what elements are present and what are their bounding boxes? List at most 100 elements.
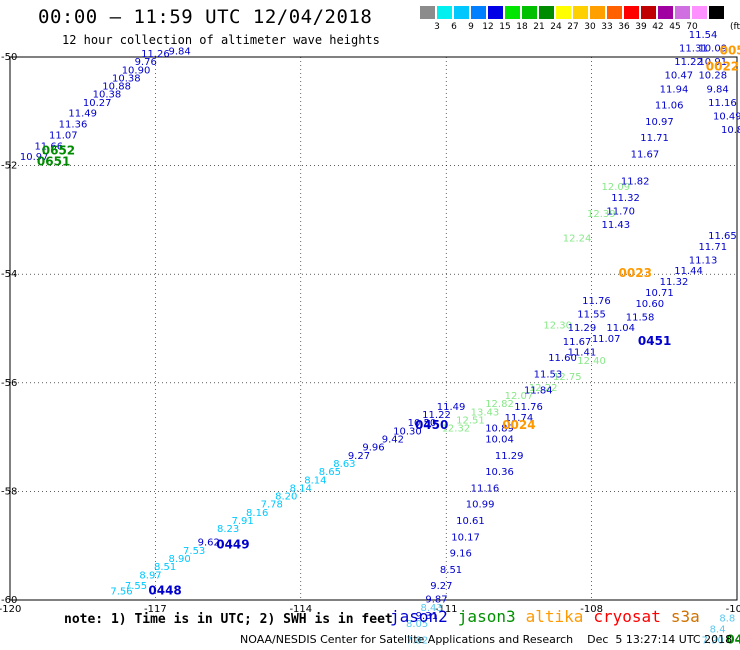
wave-height-value: 9.27: [430, 581, 452, 592]
wave-height-value: 8.51: [440, 565, 462, 576]
satellite-legend-item: cryosat: [593, 607, 661, 626]
wave-height-value: 10.61: [456, 516, 485, 527]
y-tick-label: -58: [1, 486, 17, 497]
x-tick-label: -111: [435, 604, 458, 615]
wave-height-value: 8.20: [275, 492, 297, 503]
pass-time-label: 0449: [216, 537, 249, 551]
x-tick-label: -117: [144, 604, 167, 615]
wave-height-value: 11.54: [689, 30, 718, 41]
color-scale-swatch: [658, 6, 673, 19]
wave-height-value: 11.67: [631, 149, 660, 160]
color-scale-swatch: [522, 6, 537, 19]
wave-height-value: 7.55: [125, 581, 147, 592]
chart-title: 00:00 – 11:59 UTC 12/04/2018: [38, 6, 373, 28]
wave-height-value: 10.8: [721, 125, 740, 136]
wave-height-value: 12.39: [587, 209, 616, 220]
color-scale-label: 21: [533, 22, 545, 32]
wave-height-value: 12.32: [442, 424, 471, 435]
pass-time-label: 0023: [619, 266, 652, 280]
color-scale-label: 9: [468, 22, 474, 32]
wave-height-value: 10.28: [698, 71, 727, 82]
color-scale-swatch: [471, 6, 486, 19]
wave-height-value: 11.16: [708, 98, 737, 109]
wave-height-value: 11.44: [674, 266, 703, 277]
wave-height-value: 9.87: [425, 595, 447, 606]
wave-height-value: 11.70: [606, 206, 635, 217]
pass-time-label: 0451: [638, 334, 671, 348]
wave-height-value: 11.06: [655, 101, 684, 112]
x-tick-label: -105: [726, 604, 740, 615]
wave-height-value: 8.51: [154, 562, 176, 573]
color-scale-swatch: [607, 6, 622, 19]
wave-height-value: 8.16: [246, 508, 268, 519]
color-scale-label: 3: [434, 22, 440, 32]
x-tick-label: -120: [0, 604, 21, 615]
color-scale-swatch: [539, 6, 554, 19]
wave-height-value: 9.31: [416, 611, 438, 622]
wave-height-value: 11.94: [660, 84, 689, 95]
wave-height-value: 11.29: [495, 451, 524, 462]
color-scale-label: 30: [584, 22, 596, 32]
pass-time-label: 0651: [37, 155, 70, 169]
color-scale-label: 36: [618, 22, 630, 32]
color-scale-swatch: [505, 6, 520, 19]
wave-height-value: 8.4: [710, 625, 726, 636]
color-scale-swatch: [488, 6, 503, 19]
wave-height-value: 9.96: [362, 443, 384, 454]
wave-height-value: 12.09: [602, 182, 631, 193]
color-scale-label: 18: [516, 22, 528, 32]
wave-height-value: 8.05: [406, 619, 428, 630]
wave-height-value: 11.31: [679, 44, 708, 55]
y-tick-label: -52: [1, 161, 17, 172]
wave-height-value: 10.38: [112, 73, 141, 84]
wave-height-value: 9.42: [382, 435, 404, 446]
satellite-legend: jason2 jason3 altika cryosat s3a: [390, 607, 710, 626]
wave-height-value: 7.53: [183, 546, 205, 557]
color-scale-swatch: [573, 6, 588, 19]
wave-height-value: 12.82: [485, 399, 514, 410]
wave-height-value: 11.76: [582, 296, 611, 307]
wave-height-value: 9.76: [135, 57, 157, 68]
wave-height-value: 10.91: [698, 57, 727, 68]
wave-height-value: 11.04: [606, 323, 635, 334]
color-scale-swatch: [437, 6, 452, 19]
wave-height-value: 10.88: [102, 82, 131, 93]
wave-height-value: 11.32: [660, 277, 689, 288]
note-text: note: 1) Time is in UTC; 2) SWH is in fe…: [64, 612, 393, 627]
pass-time-label: 0022: [706, 60, 739, 74]
satellite-legend-item: altika: [525, 607, 584, 626]
wave-height-value: 9.84: [169, 46, 191, 57]
wave-height-value: 10.60: [635, 299, 664, 310]
wave-height-value: 11.74: [505, 413, 534, 424]
wave-height-value: 11.58: [626, 312, 655, 323]
wave-height-value: 9.16: [450, 549, 472, 560]
y-tick-label: -54: [1, 269, 17, 280]
wave-height-value: 12.30: [543, 321, 572, 332]
wave-height-value: 9.84: [706, 84, 728, 95]
wave-height-value: 11.53: [534, 369, 563, 380]
color-scale-label: 15: [499, 22, 511, 32]
footer-credit: NOAA/NESDIS Center for Satellite Applica…: [240, 633, 733, 646]
color-scale-label: 6: [451, 22, 457, 32]
satellite-legend-item: s3a: [670, 607, 700, 626]
wave-height-value: 11.55: [577, 310, 606, 321]
wave-height-value: 11.71: [698, 242, 727, 253]
wave-height-value: 10.97: [20, 152, 49, 163]
wave-height-value: 12.24: [563, 234, 592, 245]
wave-height-value: 7.56: [110, 587, 132, 598]
color-scale-label: 70: [686, 22, 698, 32]
wave-height-value: 11.60: [548, 353, 577, 364]
pass-time-label: 005: [720, 43, 740, 57]
color-scale-swatch: [454, 6, 469, 19]
wave-height-value: 11.71: [640, 133, 669, 144]
wave-height-value: 10.90: [122, 65, 151, 76]
wave-height-value: 12.51: [456, 416, 485, 427]
wave-height-value: 11.29: [568, 323, 597, 334]
wave-height-value: 7.91: [232, 516, 254, 527]
color-scale-swatch: [590, 6, 605, 19]
wave-height-value: 8.43: [421, 603, 443, 614]
wave-height-value: 11.76: [514, 402, 543, 413]
wave-height-value: 10.17: [451, 532, 480, 543]
wave-height-value: 9.27: [348, 451, 370, 462]
color-scale-swatch: [624, 6, 639, 19]
